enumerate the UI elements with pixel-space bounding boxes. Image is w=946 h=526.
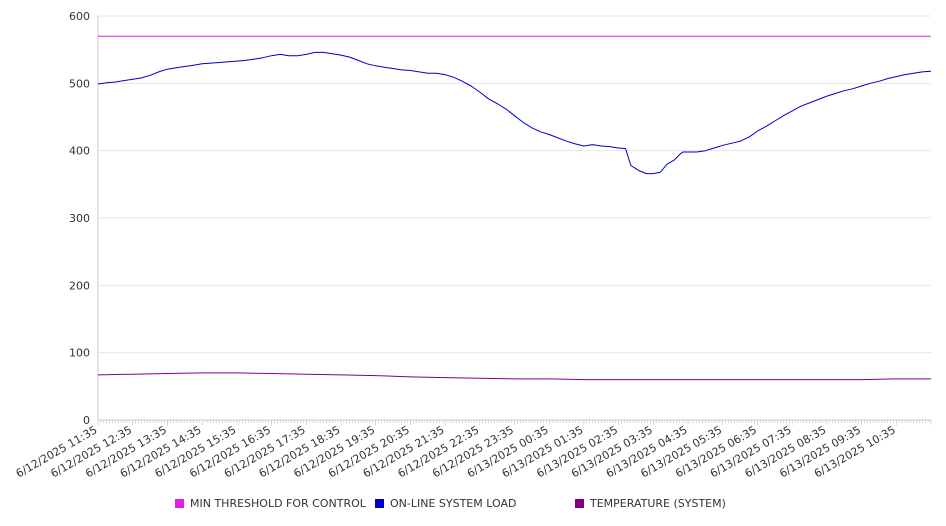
- gridlines: [98, 15, 931, 354]
- y-tick-label: 200: [69, 279, 90, 292]
- legend-swatch-system-load: [375, 499, 384, 508]
- legend-item-system-load: ON-LINE SYSTEM LOAD: [375, 497, 516, 510]
- legend-item-min-threshold: MIN THRESHOLD FOR CONTROL: [175, 497, 366, 510]
- y-axis-ticks: 0 100 200 300 400 500 600: [69, 10, 90, 427]
- x-axis-ticks: 6/12/2025 11:356/12/2025 12:356/12/2025 …: [14, 423, 898, 480]
- legend-label-system-load: ON-LINE SYSTEM LOAD: [390, 497, 517, 510]
- series-line-1: [97, 51, 932, 175]
- legend-swatch-min-threshold: [175, 499, 184, 508]
- axes: [97, 16, 932, 425]
- y-tick-label: 300: [69, 212, 90, 225]
- y-tick-label: 400: [69, 145, 90, 158]
- series-line-2: [97, 372, 931, 381]
- legend-label-temperature: TEMPERATURE (SYSTEM): [590, 497, 726, 510]
- legend-label-min-threshold: MIN THRESHOLD FOR CONTROL: [190, 497, 366, 510]
- series-lines: [97, 35, 932, 381]
- legend: MIN THRESHOLD FOR CONTROL ON-LINE SYSTEM…: [0, 497, 946, 515]
- y-tick-label: 0: [83, 414, 90, 427]
- legend-item-temperature: TEMPERATURE (SYSTEM): [575, 497, 726, 510]
- y-tick-label: 500: [69, 77, 90, 90]
- legend-swatch-temperature: [575, 499, 584, 508]
- y-tick-label: 600: [69, 10, 90, 23]
- y-tick-label: 100: [69, 347, 90, 360]
